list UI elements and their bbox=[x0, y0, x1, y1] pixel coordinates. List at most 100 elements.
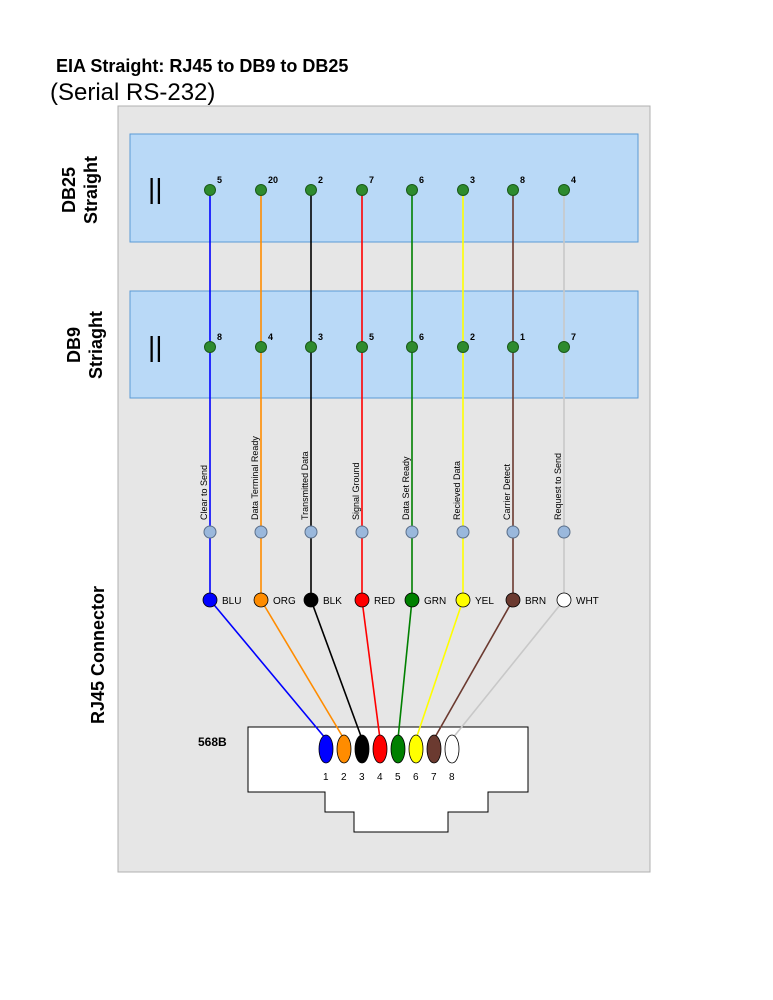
wire-color-label: GRN bbox=[424, 596, 446, 607]
wire-color-label: YEL bbox=[475, 596, 494, 607]
junction-node bbox=[203, 525, 217, 539]
db25-pin-label: 3 bbox=[470, 175, 475, 185]
wire-6-diagonal bbox=[415, 599, 464, 740]
db25-pin-label: 8 bbox=[520, 175, 525, 185]
signal-label: Transmitted Data bbox=[300, 451, 310, 520]
rj45-pin-8 bbox=[444, 734, 460, 764]
db9-label-line2: Striaght bbox=[86, 311, 106, 379]
signal-label-group: Recieved Data bbox=[452, 461, 462, 520]
db9-pin-label: 1 bbox=[520, 332, 525, 342]
db25-pin-6 bbox=[406, 184, 418, 196]
wire-color-node bbox=[404, 592, 420, 608]
wire-1-diagonal bbox=[209, 599, 327, 740]
db9-pin-4 bbox=[255, 341, 267, 353]
signal-label-group: Signal Ground bbox=[351, 462, 361, 520]
wire-color-label: BLU bbox=[222, 596, 241, 607]
db9-pin-2 bbox=[457, 341, 469, 353]
db25-pin-20 bbox=[255, 184, 267, 196]
db25-pin-8 bbox=[507, 184, 519, 196]
wire-7-diagonal bbox=[433, 599, 514, 740]
wire-color-node bbox=[354, 592, 370, 608]
db25-pin-label: 7 bbox=[369, 175, 374, 185]
signal-label-group: Data Terminal Ready bbox=[250, 436, 260, 520]
db25-pin-4 bbox=[558, 184, 570, 196]
rj45-pin-6 bbox=[408, 734, 424, 764]
rj45-pin-5 bbox=[390, 734, 406, 764]
db9-pin-label: 6 bbox=[419, 332, 424, 342]
db25-label-line1: DB25 bbox=[59, 167, 79, 213]
rj45-standard-label: 568B bbox=[198, 735, 227, 749]
wire-color-label: ORG bbox=[273, 596, 296, 607]
db9-pin-label: 8 bbox=[217, 332, 222, 342]
db25-pin-label: 6 bbox=[419, 175, 424, 185]
db25-pin-5 bbox=[204, 184, 216, 196]
db25-pin-label: 20 bbox=[268, 175, 278, 185]
wire-color-label: BRN bbox=[525, 596, 546, 607]
rj45-pin-number: 7 bbox=[431, 772, 437, 783]
db9-pin-7 bbox=[558, 341, 570, 353]
wire-5-diagonal bbox=[397, 599, 413, 740]
signal-label: Clear to Send bbox=[199, 465, 209, 520]
signal-label: Request to Send bbox=[553, 453, 563, 520]
db25-pin-label: 2 bbox=[318, 175, 323, 185]
db9-pin-6 bbox=[406, 341, 418, 353]
signal-label-group: Carrier Detect bbox=[502, 463, 512, 520]
rj45-pin-1 bbox=[318, 734, 334, 764]
db25-pin-2 bbox=[305, 184, 317, 196]
junction-node bbox=[254, 525, 268, 539]
wire-color-node bbox=[303, 592, 319, 608]
wire-color-label: WHT bbox=[576, 596, 599, 607]
db9-pin-label: 3 bbox=[318, 332, 323, 342]
rj45-pin-4 bbox=[372, 734, 388, 764]
rj45-connector-label: RJ45 Connector bbox=[88, 586, 108, 724]
diagram-subtitle: (Serial RS-232) bbox=[50, 79, 216, 106]
wire-8-diagonal bbox=[451, 599, 565, 740]
junction-node bbox=[304, 525, 318, 539]
db25-pin-7 bbox=[356, 184, 368, 196]
signal-label-group: Clear to Send bbox=[199, 465, 209, 520]
rj45-pin-2 bbox=[336, 734, 352, 764]
rj45-pin-number: 3 bbox=[359, 772, 365, 783]
rj45-pin-number: 1 bbox=[323, 772, 329, 783]
signal-label: Recieved Data bbox=[452, 461, 462, 520]
rj45-pin-number: 2 bbox=[341, 772, 347, 783]
diagram-title: EIA Straight: RJ45 to DB9 to DB25 bbox=[56, 56, 349, 76]
signal-label: Carrier Detect bbox=[502, 463, 512, 520]
signal-label: Signal Ground bbox=[351, 462, 361, 520]
junction-node bbox=[456, 525, 470, 539]
db25-pin-label: 5 bbox=[217, 175, 222, 185]
db9-parallel-mark: || bbox=[148, 331, 163, 362]
wire-4-diagonal bbox=[361, 599, 381, 740]
db9-pin-1 bbox=[507, 341, 519, 353]
signal-label-group: Transmitted Data bbox=[300, 451, 310, 520]
rj45-pin-7 bbox=[426, 734, 442, 764]
db9-pin-label: 2 bbox=[470, 332, 475, 342]
db9-pin-3 bbox=[305, 341, 317, 353]
signal-label-group: Request to Send bbox=[553, 453, 563, 520]
signal-label-group: Data Set Ready bbox=[401, 456, 411, 520]
wire-color-node bbox=[556, 592, 572, 608]
db25-pin-label: 4 bbox=[571, 175, 576, 185]
db9-pin-5 bbox=[356, 341, 368, 353]
signal-label: Data Set Ready bbox=[401, 456, 411, 520]
wire-3-diagonal bbox=[310, 599, 363, 740]
db9-pin-label: 4 bbox=[268, 332, 273, 342]
db9-pin-8 bbox=[204, 341, 216, 353]
rj45-pin-number: 6 bbox=[413, 772, 419, 783]
wire-2-diagonal bbox=[260, 599, 345, 740]
junction-node bbox=[355, 525, 369, 539]
wire-color-node bbox=[202, 592, 218, 608]
db9-label-line1: DB9 bbox=[64, 327, 84, 363]
rj45-pin-number: 5 bbox=[395, 772, 401, 783]
rj45-pin-3 bbox=[354, 734, 370, 764]
rj45-pin-number: 8 bbox=[449, 772, 455, 783]
wire-color-node bbox=[455, 592, 471, 608]
signal-label: Data Terminal Ready bbox=[250, 436, 260, 520]
db25-label-line2: Straight bbox=[81, 156, 101, 224]
db25-pin-3 bbox=[457, 184, 469, 196]
wire-color-node bbox=[253, 592, 269, 608]
rj45-pin-number: 4 bbox=[377, 772, 383, 783]
db25-parallel-mark: || bbox=[148, 173, 163, 204]
junction-node bbox=[506, 525, 520, 539]
